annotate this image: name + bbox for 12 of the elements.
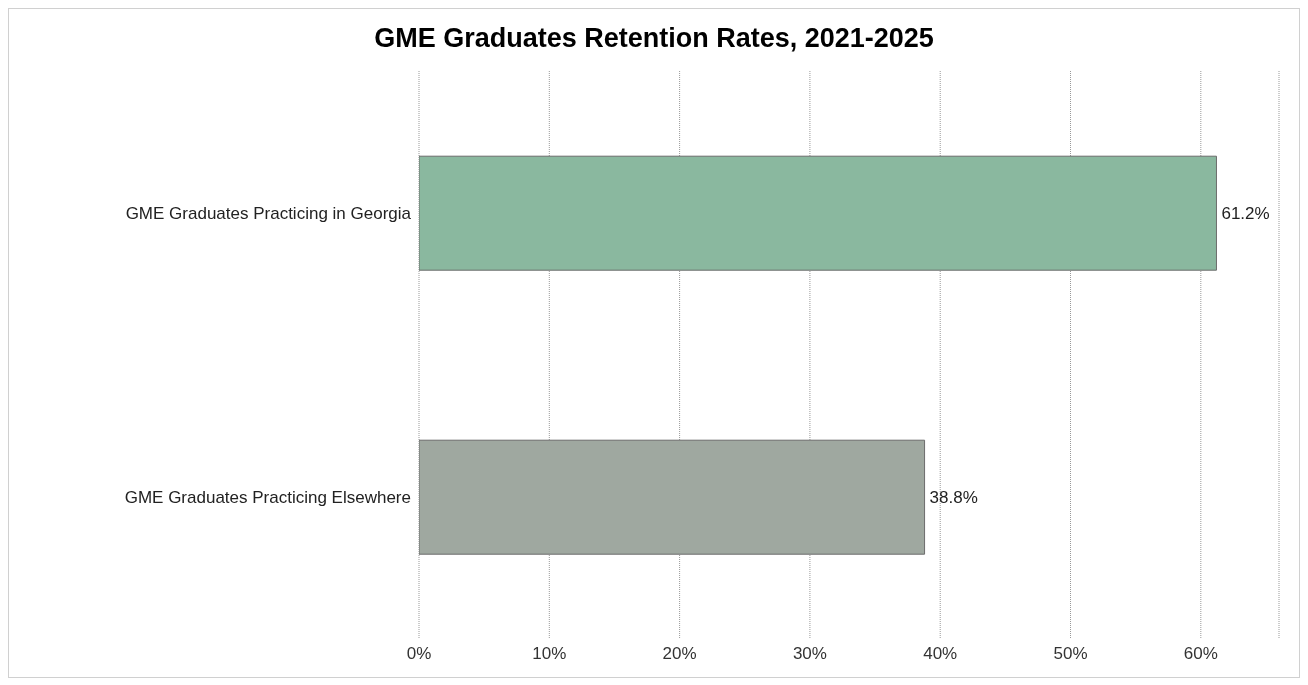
- x-tick-label: 10%: [532, 644, 567, 664]
- x-tick-label: 40%: [923, 644, 958, 664]
- x-tick-label: 20%: [662, 644, 697, 664]
- x-tick-label: 50%: [1053, 644, 1088, 664]
- y-tick-label: GME Graduates Practicing in Georgia: [125, 204, 412, 224]
- x-tick-label: 60%: [1183, 644, 1218, 664]
- x-tick-label: 0%: [406, 644, 432, 664]
- y-tick-label: GME Graduates Practicing Elsewhere: [124, 488, 411, 508]
- x-tick-label: 30%: [792, 644, 827, 664]
- data-label: 38.8%: [929, 488, 978, 508]
- data-label: 61.2%: [1221, 204, 1270, 224]
- chart-title: GME Graduates Retention Rates, 2021-2025: [373, 23, 935, 55]
